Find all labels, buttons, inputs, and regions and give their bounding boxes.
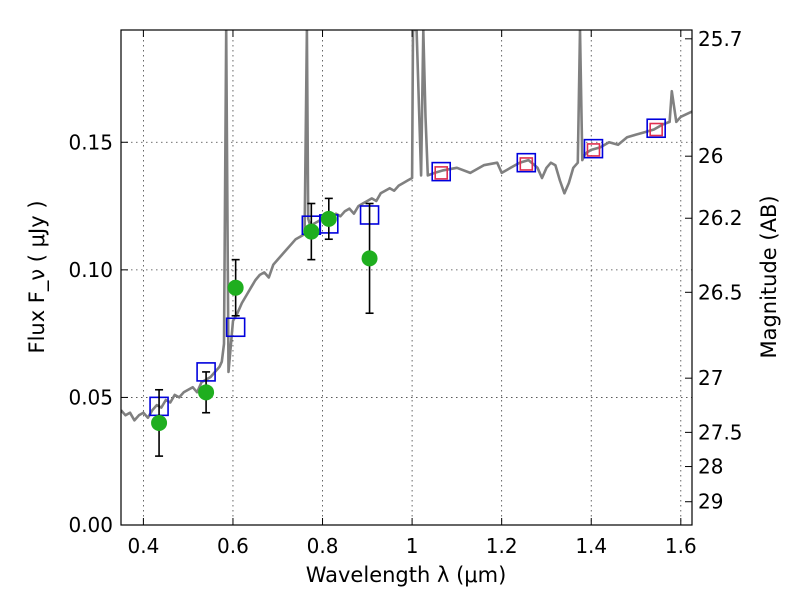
ir-marker: [519, 157, 534, 171]
ir-marker: [649, 122, 663, 137]
x-tick-label: 1: [406, 534, 419, 558]
photometry-point: [361, 250, 378, 267]
data-markers: [149, 118, 666, 457]
right-tick-label: 25.7: [698, 27, 743, 51]
y-tick-label: 0.00: [68, 513, 113, 537]
right-tick-label: 26.5: [698, 280, 743, 304]
photometry-point: [303, 223, 320, 240]
model-square: [431, 161, 452, 182]
model-square: [225, 317, 246, 338]
ir-marker: [434, 166, 449, 180]
photometry-point: [151, 414, 168, 431]
right-axis-label: Magnitude (AB): [757, 195, 781, 358]
plot-frame: [120, 29, 693, 526]
photometry-point: [198, 384, 215, 401]
model-square: [646, 118, 666, 139]
x-tick-label: 1.4: [575, 534, 607, 558]
x-tick-label: 1.6: [665, 534, 697, 558]
y-tick-label: 0.15: [68, 130, 113, 154]
right-tick-label: 27.5: [698, 420, 743, 444]
right-tick-label: 29: [698, 490, 723, 514]
x-tick-label: 1.2: [486, 534, 518, 558]
right-tick-label: 26.2: [698, 206, 743, 230]
ir-marker: [586, 143, 601, 157]
y-tick-label: 0.05: [68, 385, 113, 409]
right-tick-label: 27: [698, 366, 723, 390]
x-axis-label: Wavelength λ (μm): [306, 563, 507, 587]
plot-background: [121, 30, 692, 525]
x-tick-label: 0.6: [217, 534, 249, 558]
y-tick-label: 0.10: [68, 258, 113, 282]
model-square: [583, 138, 604, 159]
model-square: [516, 152, 537, 173]
right-tick-label: 28: [698, 455, 723, 479]
x-tick-label: 0.8: [307, 534, 339, 558]
axis-ticks: 0.4 0.6 0.8 1 1.2 1.4 1.6 0.00 0.05 0.10 0.15 25.7 2…: [68, 27, 742, 558]
photometry-point: [320, 210, 337, 227]
x-tick-label: 0.4: [127, 534, 159, 558]
right-tick-label: 26: [698, 144, 723, 168]
y-axis-label: Flux F_ν ( μJy ): [25, 200, 50, 353]
photometry-point: [227, 279, 244, 296]
